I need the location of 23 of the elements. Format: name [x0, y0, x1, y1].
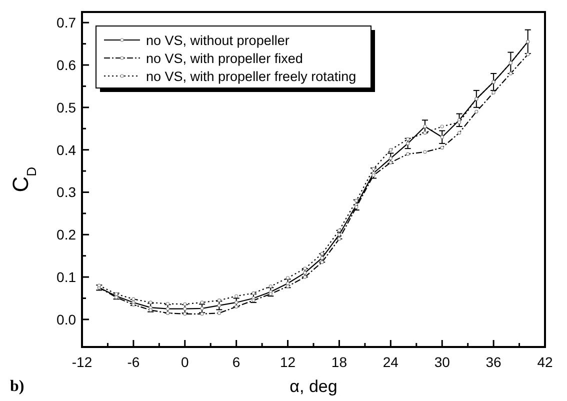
x-tick-label: -6 — [127, 354, 140, 370]
y-tick-label: 0.1 — [56, 269, 76, 286]
x-tick-label: -12 — [72, 354, 92, 370]
y-tick-label: 0.0 — [56, 311, 76, 328]
x-tick-label: 30 — [434, 354, 450, 370]
legend-label: no VS, with propeller freely rotating — [146, 69, 356, 84]
x-tick-label: 42 — [537, 354, 553, 370]
y-tick-label: 0.3 — [56, 184, 76, 200]
legend-label: no VS, without propeller — [146, 33, 290, 48]
text: b) — [10, 378, 24, 395]
x-tick-label: 0 — [180, 354, 189, 370]
x-tick-label: 18 — [331, 354, 348, 370]
y-tick-label: 0.2 — [56, 226, 76, 243]
y-tick-label: 0.4 — [56, 142, 76, 158]
y-tick-label: 0.6 — [56, 57, 76, 74]
legend-label: no VS, with propeller fixed — [146, 51, 303, 66]
x-tick-label: 12 — [280, 354, 296, 370]
x-tick-label: 6 — [232, 354, 240, 370]
x-tick-label: 24 — [382, 354, 399, 370]
x-axis-title: α, deg — [290, 377, 338, 396]
y-tick-label: 0.7 — [56, 14, 76, 31]
x-tick-label: 36 — [486, 354, 502, 370]
y-tick-label: 0.5 — [56, 99, 76, 116]
